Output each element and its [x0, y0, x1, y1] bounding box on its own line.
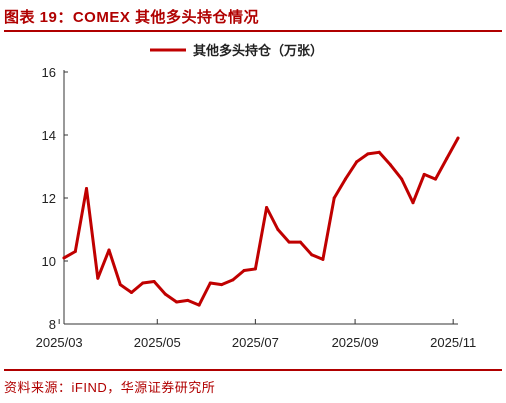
data-point — [175, 300, 179, 304]
data-point — [208, 281, 212, 285]
source-note: 资料来源：iFIND，华源证券研究所 — [4, 380, 216, 395]
data-point — [310, 253, 314, 257]
data-point — [152, 280, 156, 283]
data-point — [366, 152, 370, 156]
data-point — [130, 291, 133, 294]
data-point — [456, 136, 460, 140]
y-tick-label: 16 — [42, 65, 56, 80]
data-point — [332, 196, 336, 200]
data-point — [445, 157, 449, 161]
legend-label: 其他多头持仓（万张） — [193, 43, 323, 58]
data-point — [141, 281, 145, 285]
data-point — [343, 177, 347, 181]
data-point — [276, 228, 280, 231]
footer-divider — [4, 369, 502, 371]
data-point — [377, 150, 381, 154]
figure-title: 图表 19：COMEX 其他多头持仓情况 — [4, 9, 260, 26]
data-point — [400, 177, 404, 181]
data-point — [411, 201, 415, 205]
x-tick-label: 2025/03 — [36, 335, 83, 350]
legend: 其他多头持仓（万张） — [150, 43, 323, 58]
y-tick-label: 8 — [49, 317, 56, 332]
x-tick-label: 2025/05 — [134, 335, 181, 350]
data-point — [389, 163, 392, 167]
y-tick-label: 12 — [42, 191, 56, 206]
data-point — [62, 256, 66, 260]
data-point — [220, 283, 224, 287]
data-point — [85, 187, 88, 190]
tick-labels: 8 10 12 14 16 2025/03 2025/05 2025/07 2025/09 202… — [36, 65, 477, 350]
data-point — [197, 303, 201, 307]
data-point — [186, 298, 190, 302]
axes — [58, 70, 458, 325]
data-point — [265, 206, 269, 209]
data-point — [298, 240, 302, 244]
data-point — [107, 248, 111, 252]
series-line — [62, 136, 460, 307]
header-divider — [4, 30, 502, 32]
data-point — [434, 177, 437, 181]
data-point — [253, 267, 257, 271]
x-tick-label: 2025/07 — [232, 335, 279, 350]
x-tick-label: 2025/09 — [332, 335, 379, 350]
data-point — [355, 160, 359, 164]
data-point — [118, 283, 122, 287]
data-point — [321, 257, 325, 261]
data-point — [163, 292, 167, 296]
data-point — [73, 250, 77, 253]
y-tick-label: 14 — [42, 128, 56, 143]
data-point — [231, 278, 235, 282]
data-point — [96, 276, 100, 280]
data-point — [242, 269, 246, 272]
series-group — [62, 136, 460, 307]
data-point — [422, 172, 426, 176]
y-tick-label: 10 — [42, 254, 56, 269]
data-point — [287, 240, 291, 244]
x-tick-label: 2025/11 — [430, 335, 476, 350]
